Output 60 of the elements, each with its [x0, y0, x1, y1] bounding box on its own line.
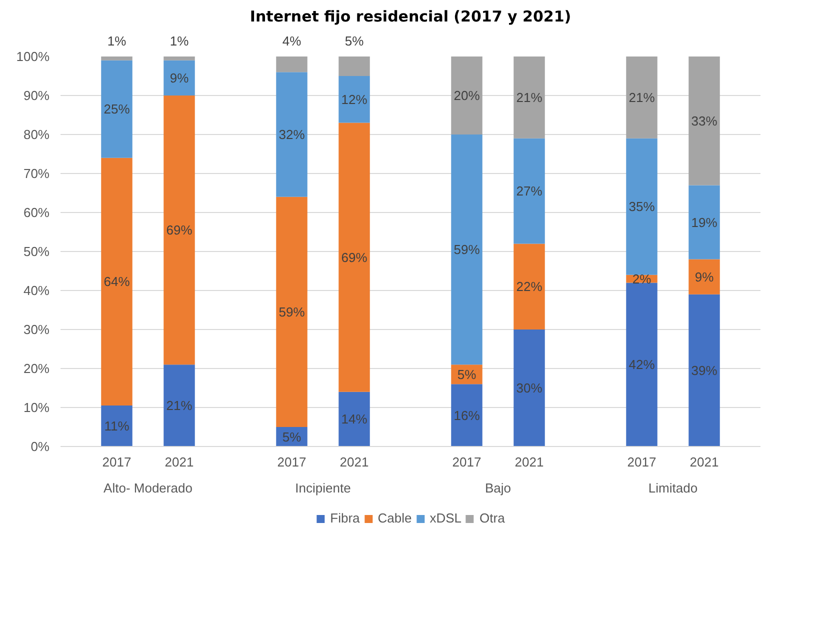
- data-label: 5%: [282, 429, 302, 444]
- y-tick-label: 60%: [23, 205, 50, 220]
- x-tick-label: 2017: [102, 454, 132, 470]
- data-label: 42%: [628, 357, 656, 372]
- data-label: 9%: [170, 70, 190, 86]
- x-tick-label: 2021: [514, 454, 544, 470]
- data-label: 59%: [278, 304, 306, 320]
- data-label: 64%: [104, 274, 130, 290]
- data-label: 22%: [516, 279, 543, 294]
- data-label: 30%: [516, 380, 543, 396]
- y-tick-label: 80%: [23, 127, 50, 142]
- text: Bajo: [484, 480, 512, 496]
- x-tick-label: 2017: [627, 454, 656, 470]
- data-label: 5%: [457, 366, 477, 382]
- data-label: 1%: [107, 34, 127, 48]
- y-tick-label: 10%: [23, 400, 50, 415]
- legend-label: Otra: [480, 510, 505, 526]
- y-tick-label: 40%: [23, 283, 50, 298]
- legend-label: Fibra: [330, 510, 360, 526]
- data-label: 2%: [632, 271, 652, 286]
- data-label: 33%: [691, 113, 718, 128]
- chart-title: Internet fijo residencial (2017 y 2021): [250, 8, 572, 26]
- y-tick-label: 20%: [23, 361, 50, 376]
- data-label: 9%: [694, 269, 714, 284]
- legend-label: xDSL: [430, 510, 462, 526]
- data-label: 14%: [341, 412, 368, 427]
- data-label: 21%: [628, 90, 656, 105]
- data-label: 32%: [278, 127, 306, 142]
- y-tick-label: 0%: [30, 439, 50, 454]
- data-label: 39%: [691, 362, 718, 378]
- data-label: 11%: [104, 418, 130, 434]
- data-label: 20%: [454, 88, 480, 103]
- text: Alto- Moderado: [104, 480, 192, 496]
- legend-label: Cable: [378, 510, 412, 526]
- y-tick-label: 70%: [23, 166, 50, 181]
- data-label: 35%: [628, 199, 656, 214]
- y-tick-label: 50%: [23, 244, 50, 259]
- data-label: 19%: [691, 214, 718, 230]
- text: Limitado: [648, 480, 698, 496]
- x-tick-label: 2021: [690, 454, 719, 470]
- data-label: 12%: [341, 92, 368, 107]
- text: Incipiente: [295, 480, 351, 496]
- data-label: 21%: [166, 398, 193, 414]
- x-tick-label: 2021: [340, 454, 369, 470]
- x-tick-label: 2017: [452, 454, 482, 470]
- data-label: 59%: [454, 242, 480, 258]
- x-tick-label: 2021: [164, 454, 194, 470]
- data-label: 1%: [170, 34, 190, 48]
- data-label: 69%: [341, 250, 368, 265]
- data-label: 21%: [516, 90, 543, 105]
- y-tick-label: 30%: [23, 322, 50, 337]
- x-tick-label: 2017: [277, 454, 306, 470]
- y-tick-label: 90%: [23, 88, 50, 103]
- data-label: 5%: [344, 34, 364, 48]
- data-label: 4%: [282, 34, 302, 48]
- data-label: 25%: [104, 102, 130, 117]
- data-label: 27%: [516, 184, 543, 199]
- y-tick-label: 100%: [16, 49, 50, 64]
- data-label: 16%: [454, 408, 480, 423]
- data-label: 69%: [166, 222, 193, 238]
